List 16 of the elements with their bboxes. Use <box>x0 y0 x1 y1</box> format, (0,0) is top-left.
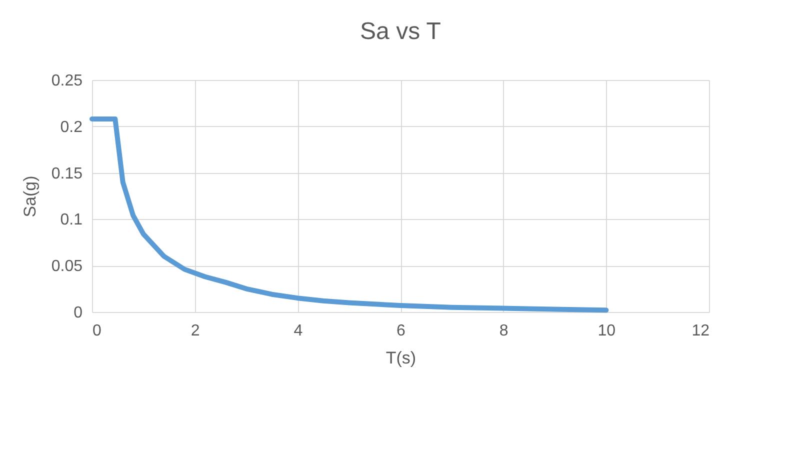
x-tick-label: 12 <box>692 322 710 340</box>
y-tick-label: 0 <box>74 304 83 322</box>
x-tick-label: 0 <box>92 322 102 340</box>
chart-title: Sa vs T <box>360 18 442 45</box>
x-axis-title: T(s) <box>386 348 416 368</box>
y-axis-title: Sa(g) <box>20 176 40 218</box>
y-tick-label: 0.1 <box>60 212 83 229</box>
x-tick-label: 4 <box>294 322 303 340</box>
x-tick-label: 8 <box>499 322 508 340</box>
x-tick-label: 2 <box>190 322 200 340</box>
x-tick-label: 6 <box>396 322 406 340</box>
y-tick-label: 0.15 <box>51 165 83 182</box>
y-tick-label: 0.05 <box>51 258 83 276</box>
x-tick-label: 10 <box>598 322 616 340</box>
y-tick-label: 0.25 <box>51 72 83 90</box>
y-tick-label: 0.2 <box>60 118 83 136</box>
